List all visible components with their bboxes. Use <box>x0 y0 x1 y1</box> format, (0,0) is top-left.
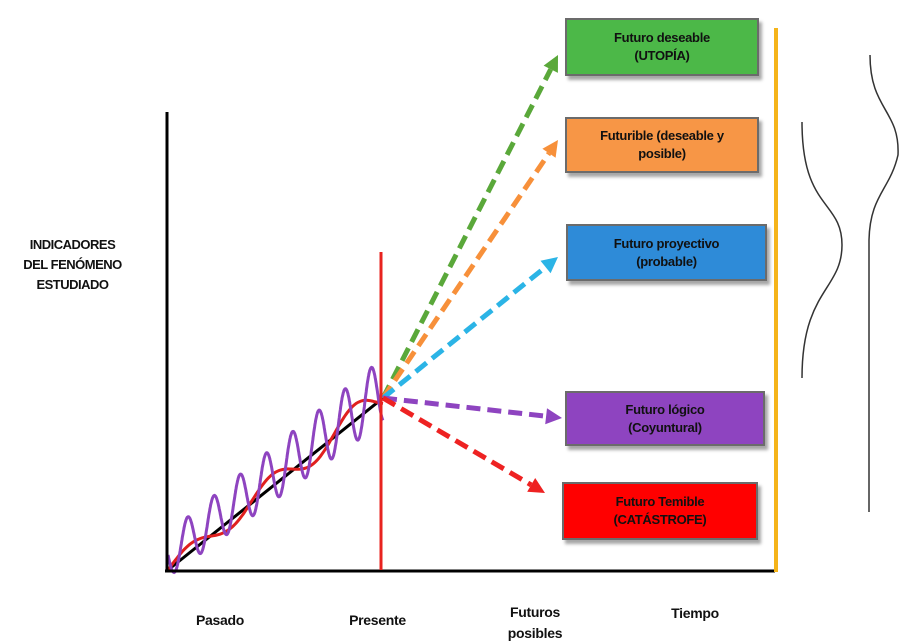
box-futuro-temible-line-1: Futuro Temible <box>615 494 705 509</box>
label-tiempo: Tiempo <box>671 605 719 621</box>
box-futuro-logico-line-1: Futuro lógico <box>625 401 705 417</box>
box-futurible-line-2: posible) <box>638 146 686 161</box>
y-axis-label-line-1: INDICADORES <box>29 237 116 252</box>
arrow-futuro-proyectivo <box>381 257 558 400</box>
bell-curve-left <box>801 121 843 379</box>
bell-curve-right <box>868 54 899 512</box>
y-axis-label-line-3: ESTUDIADO <box>36 277 109 292</box>
box-futuro-deseable-line-1: Futuro deseable <box>614 30 710 45</box>
label-pasado: Pasado <box>196 612 244 628</box>
arrow-futuro-temible <box>381 395 545 493</box>
box-futurible: Futurible (deseable y posible) <box>565 117 759 173</box>
box-futuro-proyectivo: Futuro proyectivo (probable) <box>566 224 767 281</box>
arrow-futuro-deseable <box>380 55 558 400</box>
oscillation-curve <box>166 365 385 575</box>
arrow-futurible <box>380 140 558 400</box>
box-futurible-line-1: Futurible (deseable y <box>600 128 724 143</box>
box-futuro-logico-line-2: (Coyuntural) <box>628 419 702 435</box>
box-futuro-temible-line-2: (CATÁSTROFE) <box>613 512 707 527</box>
label-futuros-posibles: Futuros posibles <box>507 604 563 641</box>
box-futuro-deseable: Futuro deseable (UTOPÍA) <box>565 18 759 76</box>
box-futuro-temible: Futuro Temible (CATÁSTROFE) <box>562 482 758 540</box>
y-axis-label-line-2: DEL FENÓMENO <box>23 257 122 272</box>
box-futuro-deseable-line-2: (UTOPÍA) <box>634 48 690 63</box>
y-axis-label: INDICADORES DEL FENÓMENO ESTUDIADO <box>0 235 145 295</box>
box-futuro-proyectivo-line-1: Futuro proyectivo <box>613 235 720 251</box>
box-futuro-logico: Futuro lógico (Coyuntural) <box>565 391 765 446</box>
smoothed-curve <box>166 398 384 571</box>
arrow-futuro-logico <box>382 395 562 425</box>
label-presente: Presente <box>349 612 406 628</box>
box-futuro-proyectivo-line-2: (probable) <box>636 253 697 269</box>
